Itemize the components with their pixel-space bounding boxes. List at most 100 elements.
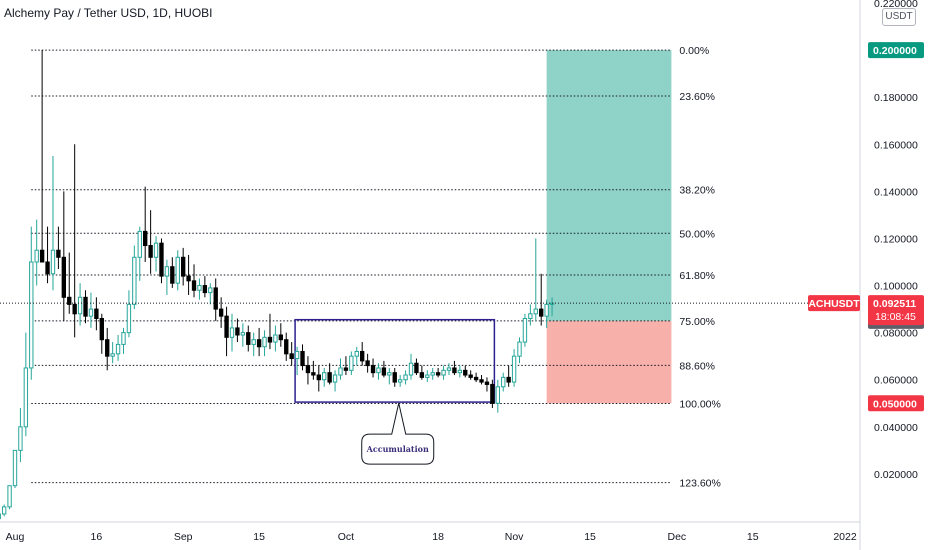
y-tick-label: 0.040000	[874, 422, 918, 434]
candle-body	[403, 374, 408, 381]
candle-body	[159, 242, 164, 277]
x-tick-label: Sep	[174, 531, 193, 543]
candle-body	[180, 256, 186, 277]
candle-body	[408, 362, 414, 376]
candle-body	[528, 313, 533, 320]
candle-body	[88, 308, 94, 317]
fib-level-label: 100.00%	[679, 399, 720, 411]
candle-body	[544, 303, 549, 317]
candle-body	[23, 367, 29, 428]
candle-body	[218, 308, 224, 317]
candle-body	[164, 266, 170, 277]
candle-body	[441, 369, 446, 376]
candle-body	[273, 334, 278, 343]
candle-body	[311, 372, 316, 376]
candle-body	[208, 287, 213, 294]
candle-body	[397, 379, 403, 383]
candle-body	[213, 287, 218, 310]
profit-zone	[546, 50, 672, 321]
candle-body	[175, 256, 180, 284]
fib-level-label: 75.00%	[679, 316, 715, 328]
candle-body	[316, 374, 321, 381]
candle-body	[289, 353, 294, 360]
candle-body	[267, 336, 273, 343]
candle-body	[61, 256, 67, 298]
chart-title: Alchemy Pay / Tether USD, 1D, HUOBI	[4, 6, 213, 20]
candle-body	[72, 303, 77, 315]
candle-body	[425, 374, 430, 378]
candle-body	[170, 266, 175, 284]
candle-body	[126, 303, 132, 334]
candle-body	[349, 355, 354, 371]
candle-body	[197, 285, 202, 291]
candle-body	[343, 367, 349, 371]
countdown-text: 18:08:45	[875, 311, 916, 323]
candle-body	[392, 372, 397, 383]
y-tick-label: 0.080000	[874, 328, 918, 340]
candle-body	[251, 339, 256, 345]
candle-body	[202, 285, 208, 294]
price-badge-text: 0.050000	[873, 398, 917, 410]
candle-body	[332, 374, 338, 383]
candle-body	[327, 372, 332, 383]
candle-body	[34, 249, 39, 263]
accumulation-label: Accumulation	[366, 444, 429, 454]
candle-body	[473, 376, 479, 381]
candle-body	[284, 339, 289, 355]
candle-body	[105, 339, 110, 357]
y-tick-label: 0.100000	[874, 281, 918, 293]
candle-body	[360, 350, 365, 362]
candle-body	[29, 261, 34, 369]
candle-body	[435, 372, 441, 376]
candle-body	[414, 362, 419, 374]
candle-body	[511, 355, 517, 383]
candle-body	[381, 367, 387, 376]
y-tick-label: 0.180000	[874, 92, 918, 104]
candle-body	[354, 350, 359, 357]
x-tick-label: 15	[253, 531, 265, 543]
candle-body	[153, 242, 159, 258]
candle-body	[430, 372, 435, 376]
candle-body	[148, 245, 153, 258]
price-badge-bg	[868, 42, 924, 59]
unit-selector[interactable]: USDT	[882, 8, 916, 26]
candle-body	[365, 360, 370, 367]
candle-body	[457, 369, 463, 374]
candle-body	[110, 353, 115, 357]
price-badge-bg	[868, 395, 924, 412]
y-tick-label: 0.020000	[874, 469, 918, 481]
candle-body	[479, 379, 484, 383]
last-price-badge-bg	[868, 295, 924, 326]
fib-level-label: 38.20%	[679, 185, 715, 197]
y-tick-label: 0.140000	[874, 186, 918, 198]
candle-body	[240, 332, 246, 336]
x-tick-label: Dec	[667, 531, 686, 543]
candle-body	[256, 339, 262, 348]
fib-level-label: 123.60%	[679, 478, 720, 490]
candle-body	[468, 374, 473, 378]
candle-body	[224, 315, 229, 338]
last-price-text: 0.092511	[873, 298, 916, 310]
accumulation-box	[294, 318, 496, 403]
candle-body	[56, 249, 61, 258]
x-tick-label: 18	[432, 531, 444, 543]
candle-body	[294, 350, 300, 360]
candle-body	[94, 308, 99, 320]
candle-body	[45, 261, 50, 275]
x-tick-label: 16	[91, 531, 103, 543]
x-tick-label: Oct	[338, 531, 354, 543]
candle-body	[517, 341, 522, 357]
candle-body	[278, 334, 283, 341]
y-tick-label: 0.160000	[874, 139, 918, 151]
symbol-badge-text: ACHUSDT	[808, 298, 860, 310]
candle-body	[387, 372, 392, 376]
x-tick-label: 15	[584, 531, 596, 543]
fib-level-label: 50.00%	[679, 228, 715, 240]
candle-body	[235, 327, 240, 336]
candle-body	[322, 372, 327, 381]
fib-level-label: 61.80%	[679, 270, 715, 282]
candle-body	[229, 327, 235, 338]
price-badge-text: 0.200000	[873, 45, 917, 57]
candle-body	[452, 367, 457, 374]
candle-body	[262, 336, 267, 348]
